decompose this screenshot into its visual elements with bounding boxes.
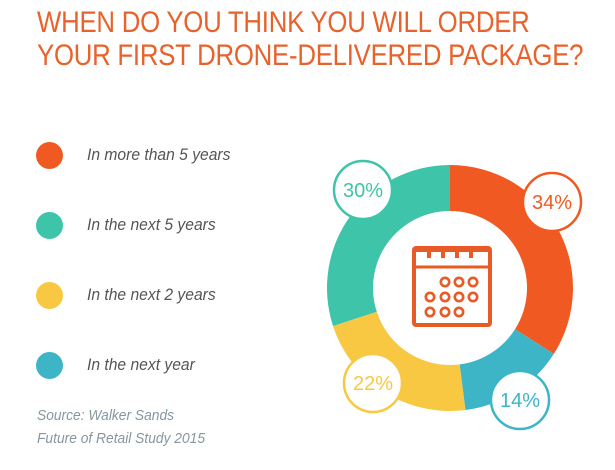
data-label-badge	[521, 171, 583, 233]
legend-item: In the next year	[36, 351, 204, 379]
legend-swatch	[36, 351, 63, 379]
legend-item: In the next 2 years	[36, 281, 227, 309]
chart-title: WHEN DO YOU THINK YOU WILL ORDER YOUR FI…	[37, 6, 584, 72]
data-label: 30%	[343, 180, 383, 202]
legend-label: In the next 5 years	[87, 215, 216, 234]
data-label: 34%	[532, 192, 572, 214]
legend-swatch	[36, 141, 63, 169]
source-note: Source: Walker Sands Future of Retail St…	[37, 404, 205, 450]
calendar-icon	[412, 246, 492, 327]
legend-swatch	[36, 281, 63, 309]
donut-slice	[333, 311, 466, 411]
source-line-1: Source: Walker Sands	[37, 407, 175, 424]
legend-item: In the next 5 years	[36, 211, 227, 239]
data-label: 22%	[353, 373, 393, 395]
data-label-badge	[332, 159, 394, 221]
legend-swatch	[36, 211, 63, 239]
donut-slice	[327, 165, 450, 327]
donut-slice	[459, 329, 554, 411]
source-line-2: Future of Retail Study 2015	[37, 430, 206, 447]
legend-label: In more than 5 years	[87, 145, 231, 164]
title-line-2: YOUR FIRST DRONE-DELIVERED PACKAGE?	[37, 39, 584, 72]
data-label-badge	[489, 369, 551, 431]
legend-label: In the next 2 years	[87, 285, 216, 304]
title-line-1: WHEN DO YOU THINK YOU WILL ORDER	[37, 6, 530, 39]
legend-label: In the next year	[87, 355, 195, 374]
data-label: 14%	[500, 390, 540, 412]
data-label-badge	[342, 352, 404, 414]
legend-item: In more than 5 years	[36, 141, 243, 169]
